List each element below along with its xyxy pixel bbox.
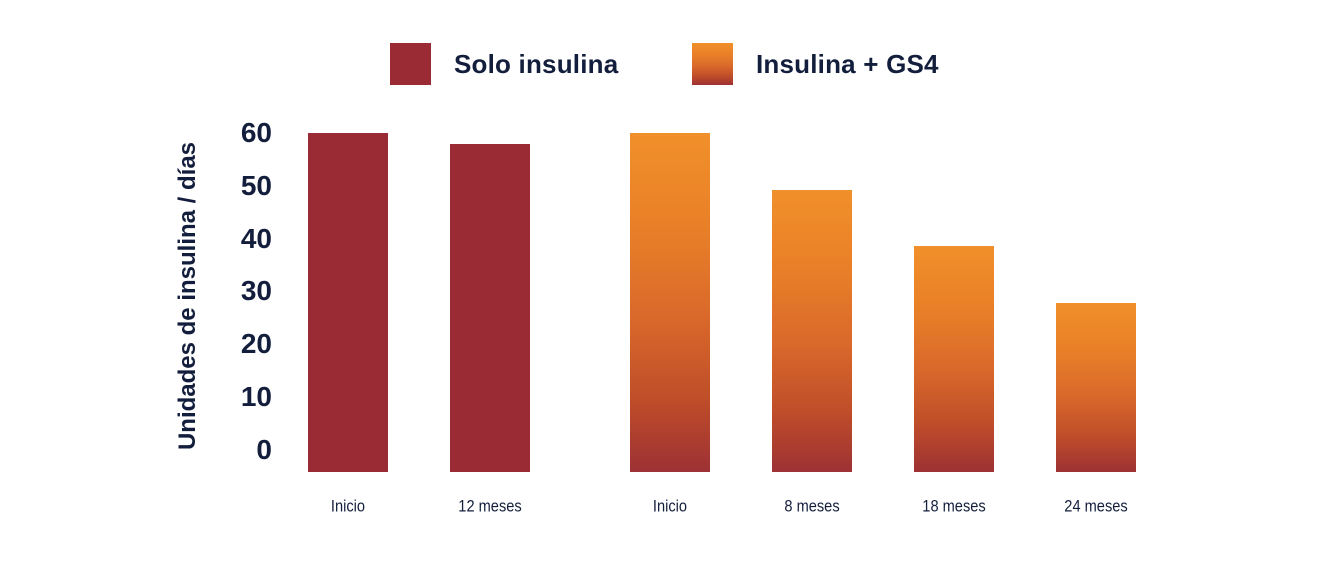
x-tick-label-1-24-meses: 24 meses: [1064, 496, 1128, 516]
x-tick-label-0-12-meses: 12 meses: [458, 496, 522, 516]
legend-label-solo-insulina: Solo insulina: [454, 48, 619, 79]
bar-insulina-gs4-8-meses: [772, 189, 852, 472]
y-tick-label-40: 40: [240, 222, 272, 254]
legend-label-insulina-gs4: Insulina + GS4: [756, 48, 939, 79]
x-tick-label-0-inicio: Inicio: [330, 496, 366, 516]
y-tick-label-20: 20: [240, 328, 272, 360]
y-tick-label-60: 60: [240, 117, 272, 148]
legend-item-insulina-gs4: Insulina + GS4: [692, 43, 939, 85]
y-tick-label-0: 0: [256, 433, 272, 465]
legend-swatch-solo-insulina: [390, 43, 431, 85]
x-tick-label-1-inicio: Inicio: [652, 496, 688, 516]
bar-solo-insulina-12-meses: [450, 144, 530, 472]
bar-solo-insulina-inicio: [308, 133, 388, 472]
x-tick-label-1-18-meses: 18 meses: [922, 496, 986, 516]
bar-insulina-gs4-24-meses: [1056, 302, 1136, 472]
x-tick-label-1-8-meses: 8 meses: [784, 496, 840, 516]
y-tick-label-50: 50: [240, 169, 272, 201]
y-tick-label-10: 10: [240, 381, 272, 412]
legend-item-solo-insulina: Solo insulina: [390, 43, 618, 85]
y-tick-label-30: 30: [240, 275, 272, 307]
legend-swatch-insulina-gs4: [692, 43, 733, 85]
bar-insulina-gs4-inicio: [630, 133, 710, 472]
bar-insulina-gs4-18-meses: [914, 246, 994, 472]
